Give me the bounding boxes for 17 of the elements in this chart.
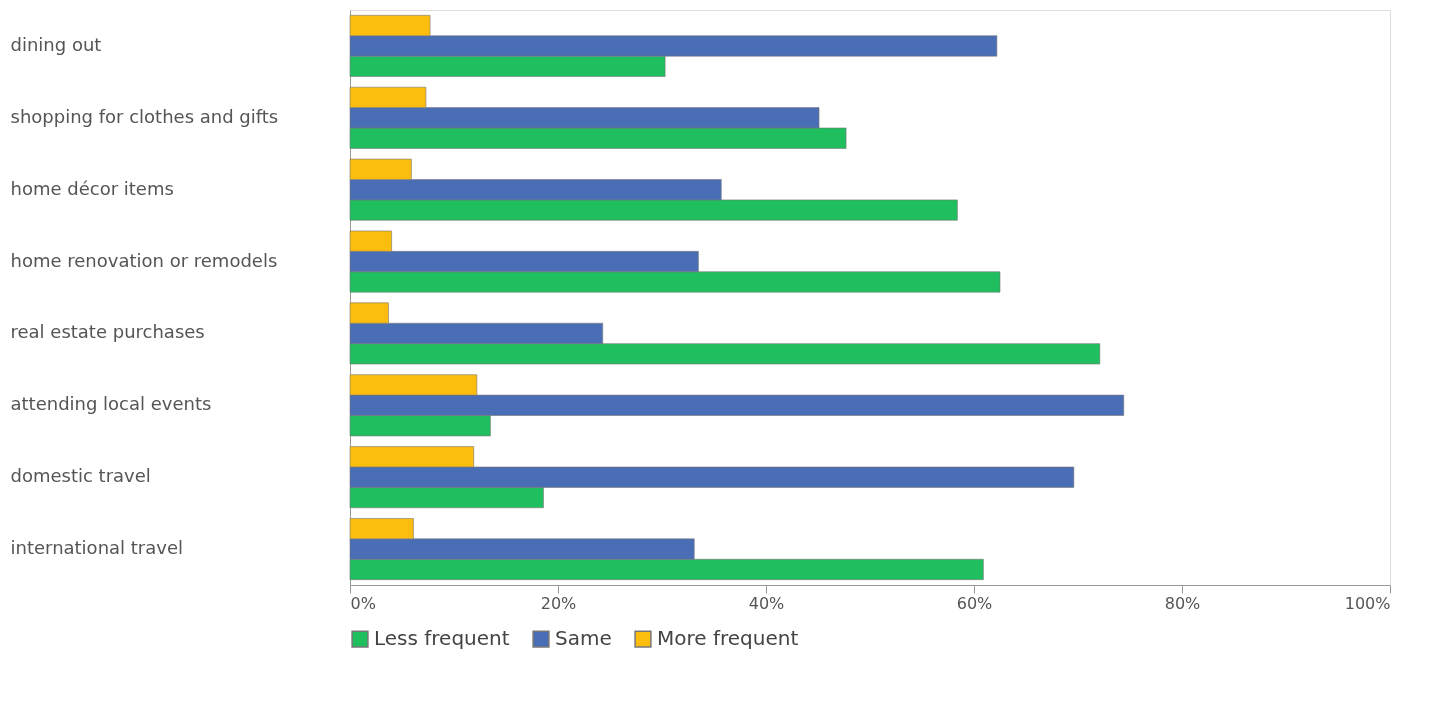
x-tick-label: 60%: [956, 593, 993, 613]
x-tick-label: 0%: [350, 593, 376, 613]
x-tick-label: 20%: [540, 593, 577, 613]
y-tick-label: domestic travel: [10, 465, 151, 487]
y-tick-label: home renovation or remodels: [10, 249, 278, 271]
y-tick-label: real estate purchases: [10, 321, 205, 343]
x-tick-label: 100%: [1344, 593, 1391, 613]
legend-label: Same: [555, 626, 612, 651]
legend-label: Less frequent: [374, 626, 510, 651]
y-tick-label: home décor items: [10, 177, 174, 199]
y-tick-label: attending local events: [10, 393, 212, 415]
x-tick-label: 40%: [748, 593, 785, 613]
y-tick-label: international travel: [10, 537, 184, 559]
x-tick-label: 80%: [1164, 593, 1201, 613]
y-tick-label: shopping for clothes and gifts: [10, 105, 279, 127]
legend-label: More frequent: [657, 626, 799, 651]
y-tick-label: dining out: [10, 33, 102, 55]
